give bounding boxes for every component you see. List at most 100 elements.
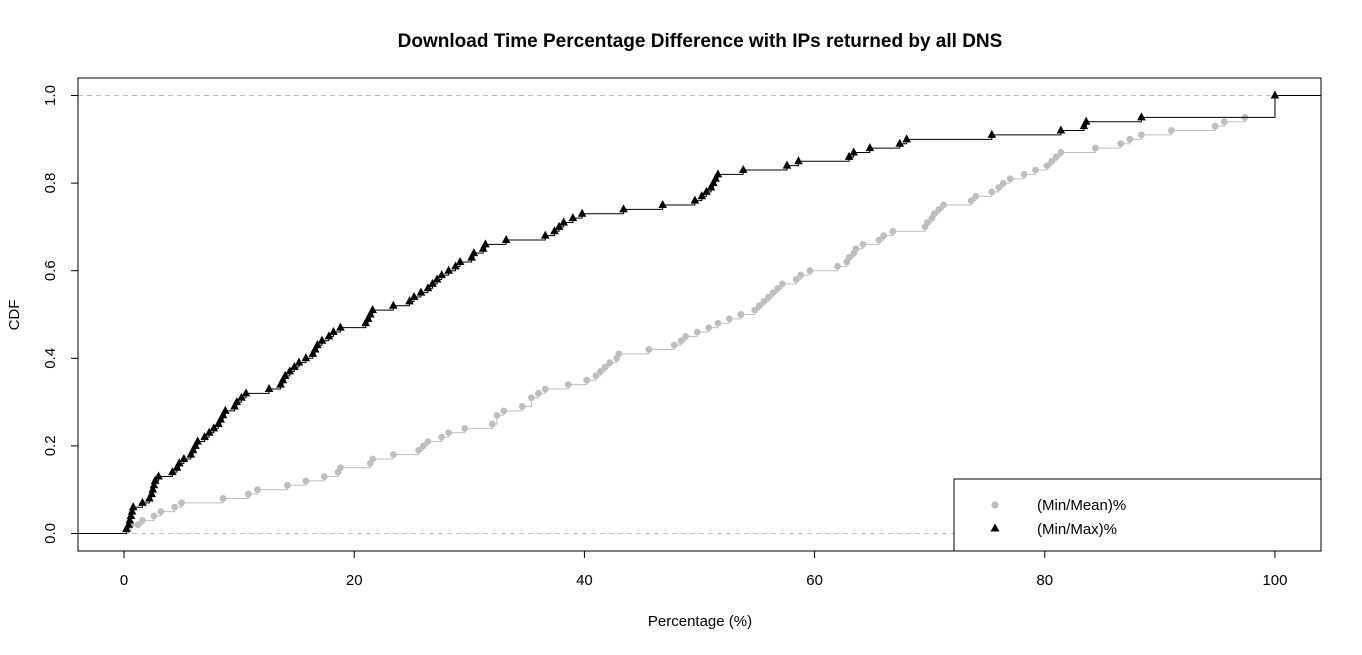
data-point <box>218 410 228 419</box>
data-point <box>500 407 508 415</box>
data-point <box>127 506 137 515</box>
series-min-max <box>78 90 1321 534</box>
data-point <box>592 372 600 380</box>
data-point <box>409 291 419 300</box>
data-point <box>145 493 154 502</box>
data-point <box>726 315 733 323</box>
data-point <box>157 508 165 515</box>
data-point <box>792 276 800 283</box>
data-point <box>1032 166 1039 174</box>
data-point <box>806 267 814 275</box>
data-point <box>845 254 853 261</box>
data-point <box>1270 90 1280 99</box>
data-point <box>658 200 667 209</box>
data-point <box>469 248 479 257</box>
data-point <box>301 353 311 362</box>
step-line <box>78 117 1246 534</box>
data-point <box>337 464 344 472</box>
data-point <box>493 411 501 419</box>
data-point <box>405 296 414 305</box>
data-point <box>583 376 591 384</box>
data-point <box>302 477 310 485</box>
x-tick-label: 60 <box>806 572 823 589</box>
data-point <box>329 327 338 336</box>
data-point <box>705 324 713 332</box>
data-point <box>264 383 274 392</box>
legend-marker-max <box>990 523 1000 532</box>
data-point <box>645 346 653 353</box>
y-tick-label: 0.2 <box>42 435 59 456</box>
data-point <box>204 427 214 436</box>
data-point <box>875 236 883 244</box>
data-point <box>995 184 1003 191</box>
data-point <box>559 217 568 226</box>
data-point <box>1167 127 1175 134</box>
data-point <box>216 414 226 423</box>
data-point <box>276 379 285 388</box>
data-point <box>171 503 179 511</box>
step-line <box>78 95 1321 534</box>
data-point <box>554 221 564 230</box>
data-point <box>389 451 397 459</box>
data-point <box>148 484 158 493</box>
data-point <box>147 489 156 498</box>
data-point <box>935 205 943 213</box>
data-point <box>714 319 722 327</box>
x-tick-label: 40 <box>576 572 593 589</box>
data-point <box>1137 112 1146 121</box>
chart-title: Download Time Percentage Difference with… <box>398 31 1003 52</box>
data-point <box>186 449 196 458</box>
series-layer <box>78 90 1321 534</box>
data-point <box>619 204 628 213</box>
data-point <box>232 397 242 406</box>
data-point <box>124 519 133 528</box>
data-point <box>363 313 373 322</box>
data-point <box>550 226 559 235</box>
data-point <box>324 331 334 340</box>
reference-lines <box>78 95 1321 534</box>
data-point <box>310 344 320 353</box>
data-point <box>444 265 453 274</box>
data-point <box>368 305 377 314</box>
data-point <box>188 445 198 454</box>
data-point <box>923 219 931 226</box>
data-point <box>849 147 859 156</box>
data-point <box>134 521 142 529</box>
data-point <box>782 160 792 169</box>
data-point <box>1211 122 1219 130</box>
data-point <box>139 516 146 524</box>
data-point <box>564 381 572 388</box>
data-point <box>336 322 345 331</box>
data-point <box>794 156 803 165</box>
data-point <box>445 429 452 437</box>
data-point <box>765 293 772 301</box>
data-point <box>1092 144 1099 152</box>
data-point <box>285 366 295 375</box>
data-point <box>528 394 535 402</box>
data-point <box>209 423 219 432</box>
data-point <box>488 420 496 428</box>
data-point <box>738 164 748 173</box>
data-point <box>751 306 759 314</box>
data-point <box>972 192 980 200</box>
data-point <box>241 388 251 397</box>
data-point <box>501 235 511 244</box>
data-point <box>178 499 185 507</box>
data-point <box>244 490 252 498</box>
data-point <box>125 515 135 524</box>
data-point <box>518 403 526 410</box>
legend-marker-mean <box>991 501 999 509</box>
data-point <box>290 362 299 371</box>
data-point <box>150 512 158 520</box>
data-point <box>670 341 678 349</box>
data-point <box>432 274 442 283</box>
data-point <box>168 467 177 476</box>
data-point <box>682 332 690 340</box>
data-point <box>219 495 227 502</box>
data-point <box>940 201 947 209</box>
data-point <box>200 432 209 441</box>
data-point <box>988 188 996 196</box>
data-point <box>778 280 786 288</box>
data-point <box>760 297 768 305</box>
